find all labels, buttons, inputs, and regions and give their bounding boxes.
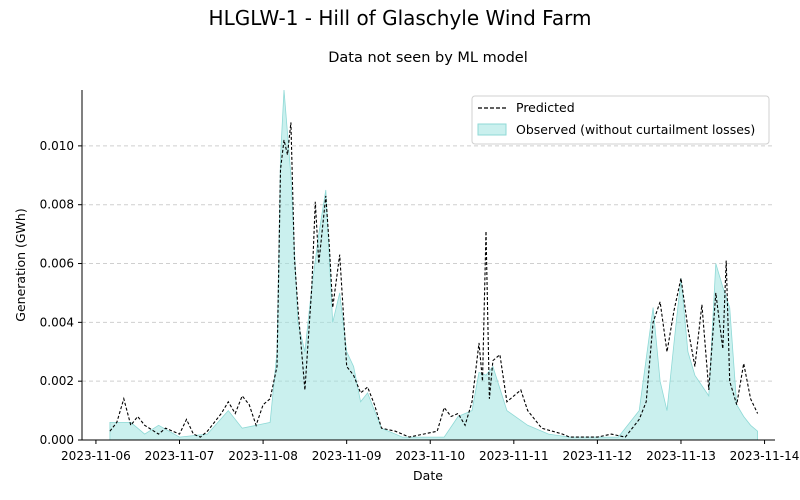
chart-title: HLGLW-1 - Hill of Glaschyle Wind Farm <box>209 6 592 30</box>
legend-box <box>471 95 770 145</box>
y-tick-label: 0.010 <box>40 139 74 153</box>
legend-predicted-label: Predicted <box>516 100 575 115</box>
x-tick-label: 2023-11-10 <box>395 449 465 463</box>
x-tick-label: 2023-11-07 <box>145 449 215 463</box>
x-tick-label: 2023-11-14 <box>730 449 800 463</box>
x-tick-label: 2023-11-13 <box>646 449 716 463</box>
y-tick-label: 0.006 <box>40 257 74 271</box>
y-tick-label: 0.008 <box>40 198 74 212</box>
observed-area <box>109 89 758 441</box>
predicted-line <box>109 122 759 438</box>
x-axis-label: Date <box>413 468 443 483</box>
x-tick-label: 2023-11-09 <box>312 449 382 463</box>
x-tick-label: 2023-11-08 <box>228 449 298 463</box>
legend-observed-label: Observed (without curtailment losses) <box>516 122 755 137</box>
x-tick-label: 2023-11-12 <box>563 449 633 463</box>
y-tick-label: 0.004 <box>40 315 74 329</box>
chart-subtitle: Data not seen by ML model <box>328 50 528 66</box>
y-tick-label: 0.002 <box>40 374 74 388</box>
y-axis-label: Generation (GWh) <box>13 208 28 321</box>
legend-observed-swatch <box>477 123 507 136</box>
legend: Predicted Observed (without curtailment … <box>471 95 770 145</box>
x-tick-label: 2023-11-11 <box>479 449 549 463</box>
y-axis-ticks: 0.000 0.002 0.004 0.006 0.008 0.010 <box>40 139 82 447</box>
y-tick-label: 0.000 <box>40 433 74 447</box>
plot-area <box>109 89 759 441</box>
x-tick-label: 2023-11-06 <box>61 449 131 463</box>
grid-lines <box>82 145 775 382</box>
x-axis-ticks: 2023-11-06 2023-11-07 2023-11-08 2023-11-09… <box>61 440 799 463</box>
